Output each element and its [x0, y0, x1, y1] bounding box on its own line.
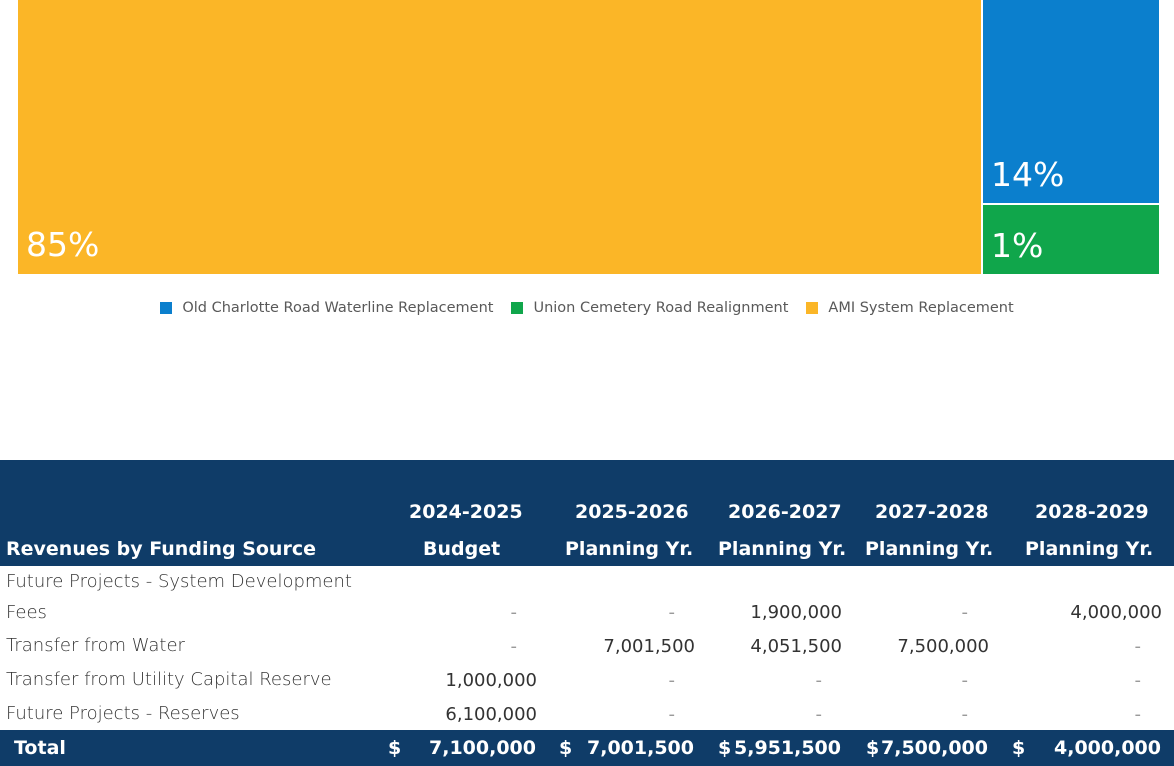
- col-header-year: 2028-2029: [1035, 501, 1149, 523]
- row-label: Fees: [6, 602, 47, 623]
- total-cell: 7,100,000: [429, 737, 536, 759]
- currency-symbol: $: [559, 737, 573, 759]
- currency-symbol: $: [866, 737, 880, 759]
- table-header: Revenues by Funding Source 2024-2025 Bud…: [0, 460, 1174, 566]
- table-cell: -: [1134, 670, 1142, 691]
- table-cell: -: [1134, 704, 1142, 725]
- table-cell: -: [815, 704, 823, 725]
- treemap-label-ami: 85%: [26, 225, 99, 264]
- treemap-tile-union-cemetery: [983, 205, 1159, 274]
- table-cell: -: [510, 602, 518, 623]
- col-header-year: 2024-2025: [409, 501, 523, 523]
- table-cell: 7,001,500: [603, 636, 695, 657]
- currency-symbol: $: [718, 737, 732, 759]
- legend-swatch-blue: [160, 302, 173, 314]
- treemap-label-old-charlotte: 14%: [991, 155, 1064, 194]
- legend-label: AMI System Replacement: [828, 300, 1014, 316]
- total-cell: 5,951,500: [734, 737, 841, 759]
- col-header-sub: Budget: [423, 538, 501, 560]
- table-cell: -: [668, 704, 676, 725]
- legend-item-union-cemetery: Union Cemetery Road Realignment: [511, 300, 788, 316]
- legend-item-ami: AMI System Replacement: [806, 300, 1014, 316]
- table-cell: -: [961, 704, 969, 725]
- col-header-sub: Planning Yr.: [718, 538, 847, 560]
- legend-item-old-charlotte: Old Charlotte Road Waterline Replacement: [160, 300, 493, 316]
- table-cell: -: [815, 670, 823, 691]
- treemap-label-union-cemetery: 1%: [991, 226, 1043, 265]
- col-header-sub: Planning Yr.: [565, 538, 694, 560]
- table-title: Revenues by Funding Source: [6, 538, 316, 560]
- total-label: Total: [14, 737, 66, 759]
- col-header-year: 2027-2028: [875, 501, 989, 523]
- currency-symbol: $: [1012, 737, 1026, 759]
- col-header-year: 2025-2026: [575, 501, 689, 523]
- total-row: Total $ 7,100,000 $ 7,001,500 $ 5,951,50…: [0, 730, 1174, 766]
- col-header-year: 2026-2027: [728, 501, 842, 523]
- total-cell: 7,500,000: [881, 737, 988, 759]
- row-label: Future Projects - Reserves: [6, 703, 240, 724]
- col-header-sub: Planning Yr.: [865, 538, 994, 560]
- legend-label: Union Cemetery Road Realignment: [533, 300, 789, 316]
- total-cell: 4,000,000: [1054, 737, 1161, 759]
- legend-label: Old Charlotte Road Waterline Replacement: [182, 300, 494, 316]
- table-cell: 1,900,000: [750, 602, 842, 623]
- table-cell: -: [510, 636, 518, 657]
- legend-swatch-green: [511, 302, 524, 314]
- legend-swatch-yellow: [806, 302, 819, 314]
- treemap-chart: 85% 14% 1%: [18, 0, 1159, 274]
- col-header-sub: Planning Yr.: [1025, 538, 1154, 560]
- table-cell: 6,100,000: [445, 704, 537, 725]
- row-label: Transfer from Utility Capital Reserve: [6, 669, 332, 690]
- table-cell: -: [961, 602, 969, 623]
- total-cell: 7,001,500: [587, 737, 694, 759]
- table-cell: -: [961, 670, 969, 691]
- table-cell: 1,000,000: [445, 670, 537, 691]
- chart-legend: Old Charlotte Road Waterline Replacement…: [0, 300, 1174, 316]
- table-cell: -: [668, 670, 676, 691]
- table-cell: -: [1134, 636, 1142, 657]
- treemap-tile-ami: [18, 0, 981, 274]
- table-cell: 7,500,000: [897, 636, 989, 657]
- table-cell: 4,000,000: [1070, 602, 1162, 623]
- table-cell: 4,051,500: [750, 636, 842, 657]
- currency-symbol: $: [388, 737, 402, 759]
- row-label: Transfer from Water: [6, 635, 185, 656]
- treemap-tile-old-charlotte: [983, 0, 1159, 203]
- row-label: Future Projects - System Development: [6, 571, 352, 592]
- table-cell: -: [668, 602, 676, 623]
